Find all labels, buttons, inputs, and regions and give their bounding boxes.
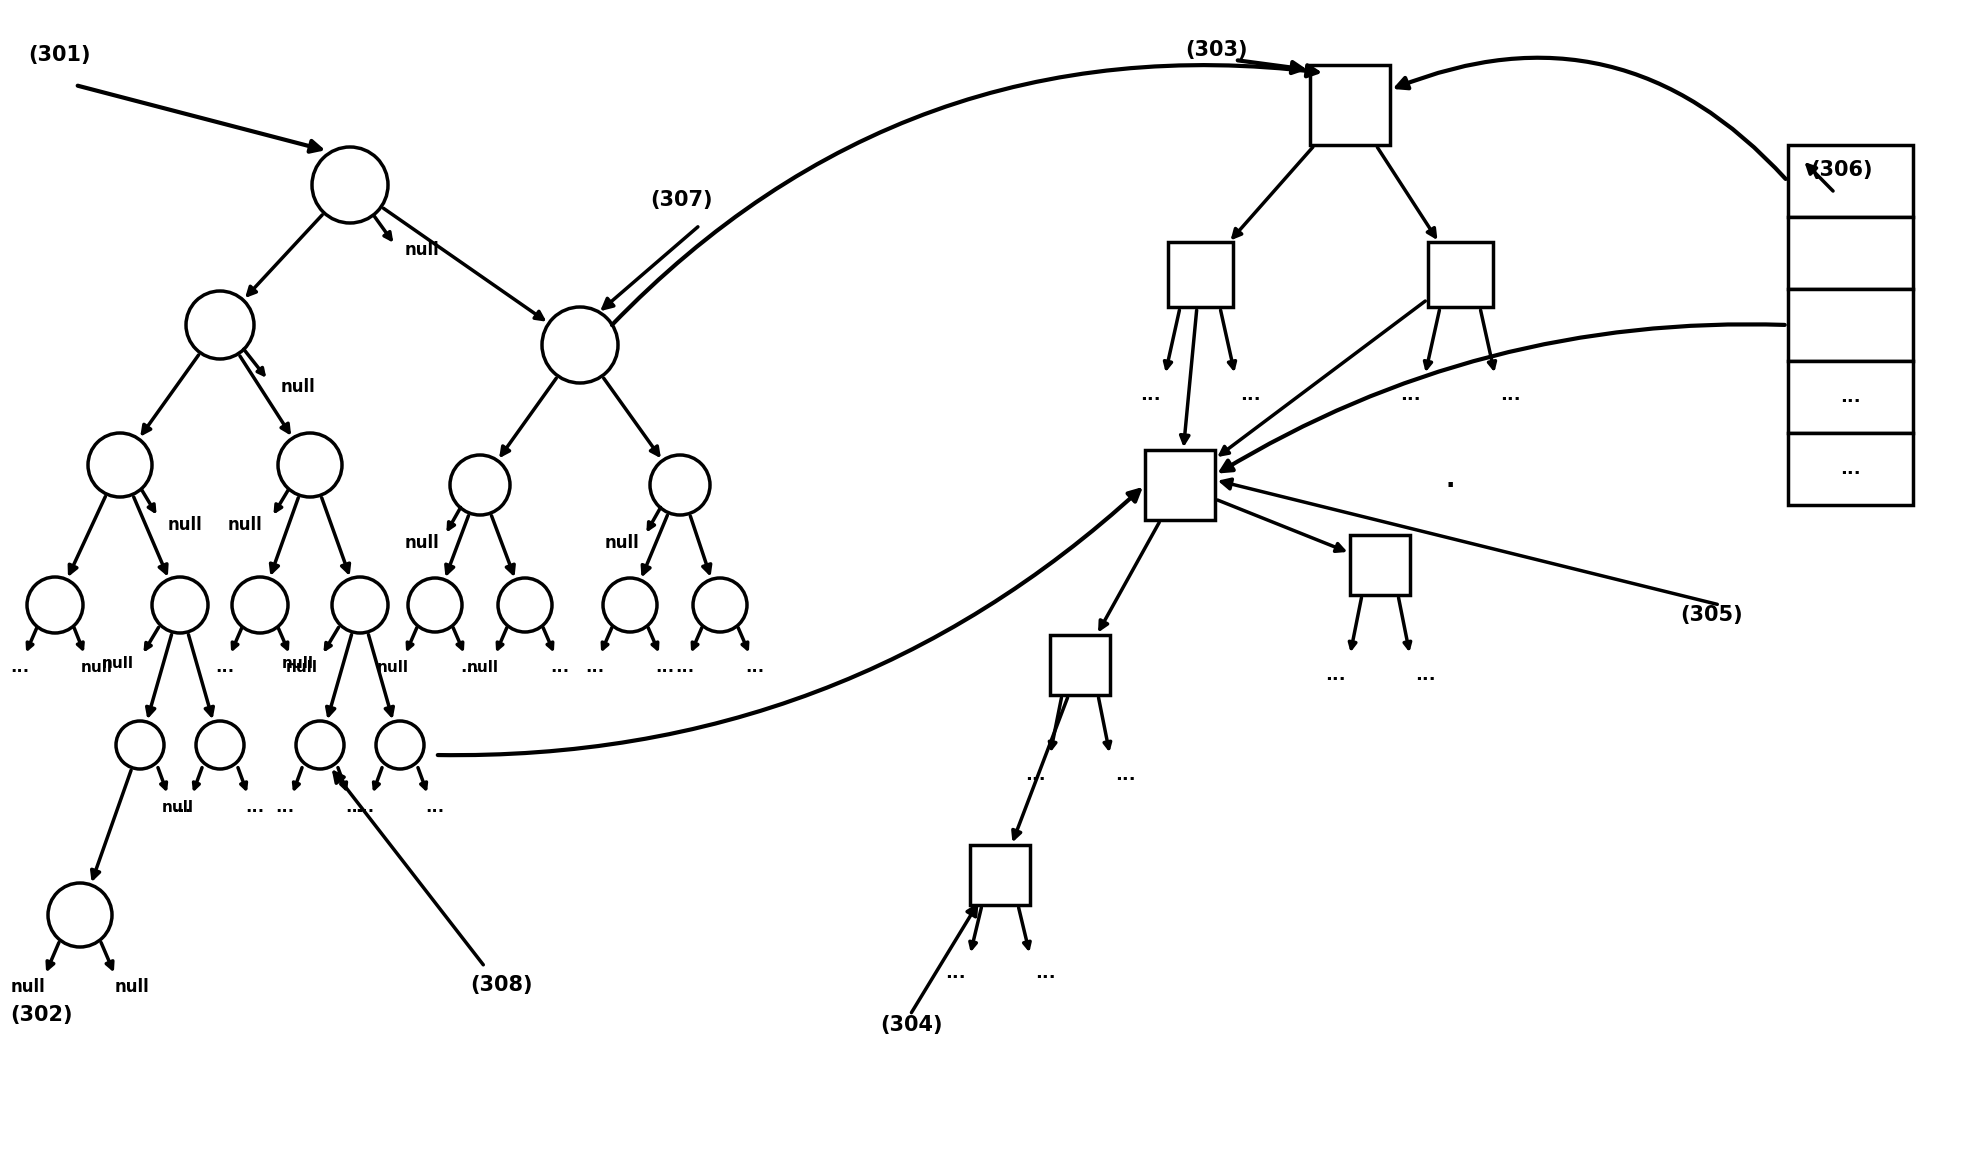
Circle shape [151,577,208,633]
Circle shape [450,456,511,515]
Text: null: null [605,534,640,552]
Circle shape [603,578,658,631]
Bar [1310,65,1391,144]
Circle shape [279,433,342,497]
Text: ...: ... [460,658,479,676]
Circle shape [650,456,711,515]
Text: (307): (307) [650,190,713,210]
Text: null: null [114,977,149,996]
Circle shape [297,721,344,769]
Text: null: null [102,656,134,671]
Text: null: null [283,656,314,671]
Text: null: null [228,516,263,534]
Circle shape [196,721,244,769]
Text: (308): (308) [469,975,532,995]
Bar [1167,242,1233,308]
Text: null: null [161,799,194,814]
Text: ...: ... [746,658,764,676]
Bar [1787,433,1913,504]
Circle shape [116,721,165,769]
Text: ...: ... [1139,386,1161,404]
Circle shape [312,147,389,223]
Text: ...: ... [656,658,674,676]
Text: ...: ... [1840,460,1860,478]
Text: ...: ... [346,798,365,816]
Text: null: null [287,659,318,675]
Text: ...: ... [1414,666,1436,684]
Text: null: null [10,977,45,996]
Text: .: . [1446,468,1455,492]
FancyArrowPatch shape [438,490,1139,755]
Bar [1787,144,1913,217]
Circle shape [332,577,389,633]
Text: null: null [405,241,440,259]
Text: (304): (304) [880,1015,943,1035]
Text: (303): (303) [1184,40,1247,61]
Text: ...: ... [216,658,234,676]
Bar [1787,289,1913,361]
Text: ...: ... [355,798,375,816]
Text: null: null [167,516,202,534]
Text: (301): (301) [27,45,90,65]
Text: (302): (302) [10,1005,73,1025]
Text: ...: ... [1400,386,1420,404]
Circle shape [47,883,112,947]
Circle shape [693,578,746,631]
Text: ...: ... [173,798,192,816]
Text: ...: ... [1500,386,1520,404]
Circle shape [499,578,552,631]
Bar [1145,450,1216,520]
Text: (305): (305) [1679,605,1742,624]
Text: ...: ... [945,963,966,982]
Text: ...: ... [1840,388,1860,405]
Circle shape [542,308,619,383]
FancyArrowPatch shape [1222,324,1785,471]
Circle shape [232,577,289,633]
Circle shape [409,578,462,631]
Text: null: null [377,659,409,675]
Text: (306): (306) [1811,160,1872,181]
Bar [1349,535,1410,595]
Text: null: null [405,534,440,552]
Text: ...: ... [426,798,444,816]
Bar [1428,242,1493,308]
Bar [970,845,1029,905]
Bar [1787,361,1913,433]
Circle shape [375,721,424,769]
FancyArrowPatch shape [1396,58,1785,179]
FancyArrowPatch shape [613,65,1318,325]
Text: ...: ... [1324,666,1345,684]
Text: ...: ... [275,798,295,816]
Circle shape [27,577,82,633]
Text: null: null [281,377,316,396]
Text: ...: ... [1035,963,1055,982]
Bar [1051,635,1110,696]
Text: ...: ... [246,798,265,816]
Text: ...: ... [676,658,695,676]
Circle shape [187,291,253,359]
Text: null: null [467,659,499,675]
Text: ...: ... [1239,386,1261,404]
Text: ...: ... [1116,767,1135,784]
Bar [1787,217,1913,289]
Circle shape [88,433,151,497]
Text: ...: ... [550,658,570,676]
Text: ...: ... [585,658,605,676]
Text: ...: ... [10,658,29,676]
Text: ...: ... [1025,767,1045,784]
Text: null: null [81,659,114,675]
